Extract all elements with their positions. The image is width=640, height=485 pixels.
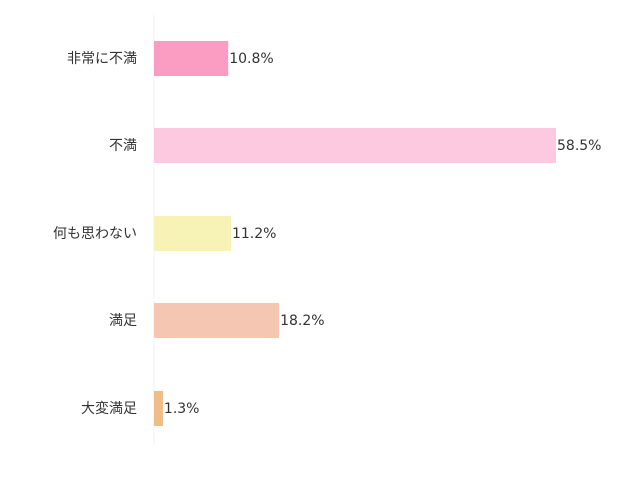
category-row: 不満 58.5%: [109, 128, 601, 163]
category-label: 不満: [109, 138, 137, 154]
category-row: 大変満足 1.3%: [81, 391, 200, 426]
category-label: 非常に不満: [67, 51, 137, 67]
category-row: 満足 18.2%: [109, 303, 325, 338]
category-label: 大変満足: [81, 400, 137, 417]
value-label: 11.2%: [232, 226, 276, 242]
value-label: 18.2%: [280, 313, 324, 329]
category-label: 満足: [109, 313, 137, 329]
category-row: 非常に不満 10.8%: [67, 41, 274, 76]
category-row: 何も思わない 11.2%: [53, 216, 276, 251]
category-label: 何も思わない: [53, 226, 137, 242]
bar: [154, 303, 280, 338]
bar: [154, 216, 231, 251]
value-label: 58.5%: [557, 138, 601, 154]
bar: [154, 391, 163, 426]
value-label: 10.8%: [229, 51, 273, 67]
bar: [154, 41, 229, 76]
bar: [154, 128, 556, 163]
value-label: 1.3%: [164, 401, 200, 417]
